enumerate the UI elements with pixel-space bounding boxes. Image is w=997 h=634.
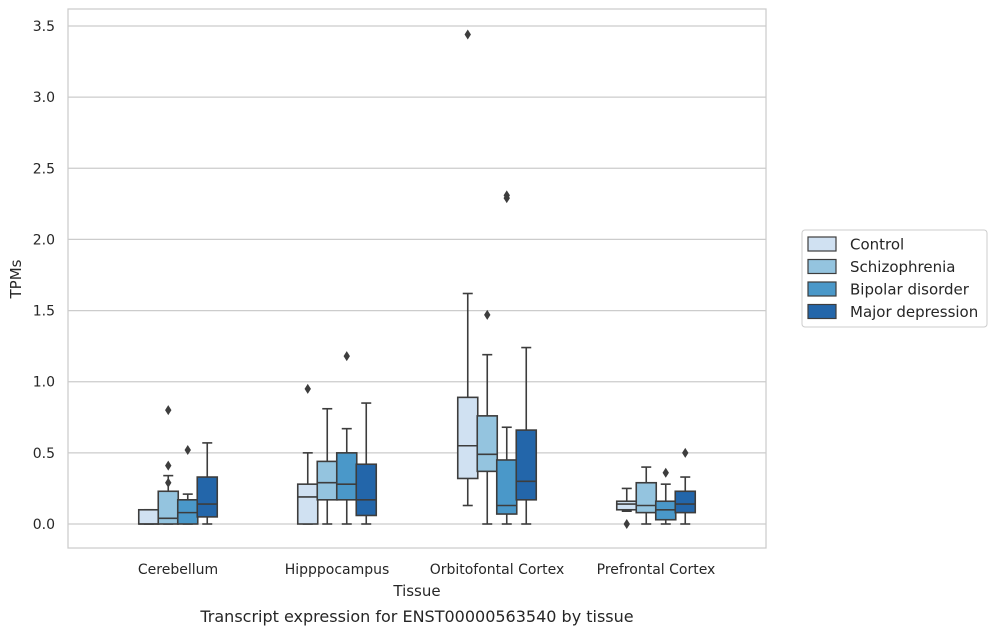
y-tick-label: 3.0 <box>33 90 55 106</box>
y-axis-label: TPMs <box>7 259 25 299</box>
box-iqr <box>456 396 479 480</box>
box-bipolar-disorder <box>335 351 358 525</box>
box-control <box>137 508 160 525</box>
outlier-point <box>165 460 172 471</box>
y-tick-label: 1.0 <box>33 375 55 391</box>
gridlines <box>68 25 766 525</box>
outlier-point <box>343 351 350 362</box>
boxes-layer <box>137 29 697 529</box>
x-tick-label: Orbitofontal Cortex <box>430 562 565 578</box>
box-major-depression <box>196 442 219 525</box>
legend-frame <box>801 229 988 328</box>
outlier-point <box>165 477 172 488</box>
legend-swatch <box>807 281 837 297</box>
outlier-point <box>184 445 191 456</box>
box-major-depression <box>515 346 538 525</box>
outlier-point <box>165 405 172 416</box>
box-iqr <box>335 452 358 501</box>
outlier-point <box>623 519 630 529</box>
legend-swatch <box>807 258 837 275</box>
outlier-point <box>503 190 510 201</box>
box-schizophrenia <box>316 407 339 525</box>
box-iqr <box>316 460 339 501</box>
box-major-depression <box>355 402 378 525</box>
legend: Control Schizophrenia Bipolar disorder Majo… <box>801 229 988 328</box>
outlier-point <box>662 467 669 478</box>
box-schizophrenia <box>635 466 658 525</box>
box-control <box>456 29 479 507</box>
legend-label: Bipolar disorder <box>850 281 970 299</box>
y-tick-labels: 0.0 0.5 1.0 1.5 2.0 2.5 3.0 3.5 <box>33 19 55 533</box>
box-schizophrenia <box>157 405 180 525</box>
box-bipolar-disorder <box>495 190 518 525</box>
x-tick-labels: Cerebellum Hipppocampus Orbitofontal Corte… <box>138 562 715 578</box>
box-control <box>296 383 319 525</box>
plot-area-frame <box>67 8 767 549</box>
box-iqr <box>515 429 538 501</box>
legend-label: Control <box>850 236 904 254</box>
outlier-point <box>484 309 491 320</box>
y-tick-label: 1.5 <box>33 304 55 320</box>
outlier-point <box>304 383 311 394</box>
box-iqr <box>635 481 658 514</box>
box-iqr <box>137 508 160 525</box>
box-bipolar-disorder <box>654 467 677 525</box>
box-iqr <box>296 483 319 525</box>
box-control <box>615 487 638 529</box>
box-iqr <box>674 490 697 514</box>
outlier-point <box>464 29 471 40</box>
legend-swatch <box>807 303 837 320</box>
legend-label: Schizophrenia <box>850 258 955 276</box>
box-schizophrenia <box>476 309 499 525</box>
box-iqr <box>615 500 638 511</box>
y-tick-label: 2.0 <box>33 232 55 248</box>
box-major-depression <box>674 447 697 525</box>
y-tick-label: 0.0 <box>33 517 55 533</box>
chart-caption: Transcript expression for ENST0000056354… <box>199 607 633 626</box>
x-tick-label: Cerebellum <box>138 562 218 578</box>
x-axis-label: Tissue <box>392 582 440 600</box>
y-tick-label: 3.5 <box>33 19 55 35</box>
box-iqr <box>476 415 499 473</box>
x-tick-label: Prefrontal Cortex <box>597 562 716 578</box>
legend-label: Major depression <box>850 303 978 321</box>
box-iqr <box>196 476 219 518</box>
y-tick-label: 0.5 <box>33 446 55 462</box>
box-bipolar-disorder <box>176 445 199 525</box>
y-tick-label: 2.5 <box>33 161 55 177</box>
x-tick-label: Hipppocampus <box>285 562 390 578</box>
box-iqr <box>355 463 378 517</box>
legend-swatch <box>807 236 837 252</box>
outlier-point <box>682 447 689 458</box>
